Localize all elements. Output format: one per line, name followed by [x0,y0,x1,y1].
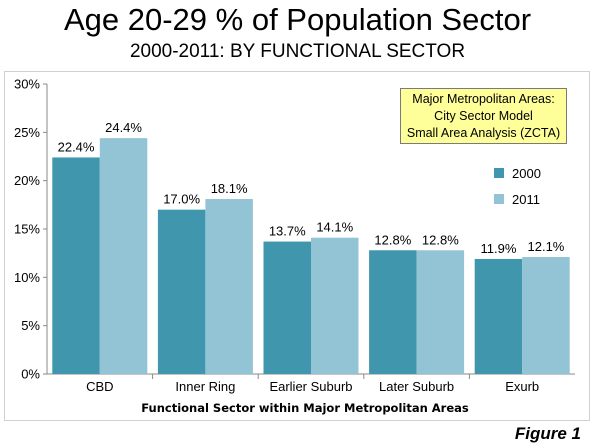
y-tick-label: 30% [14,77,40,92]
category-label: Earlier Suburb [269,379,352,394]
annotation-line: Major Metropolitan Areas: [412,92,555,106]
y-tick-label: 20% [14,173,40,188]
data-label: 22.4% [58,139,95,154]
bar-2000-1 [157,209,206,374]
bar-2011-1 [205,199,253,374]
data-label: 18.1% [211,181,248,196]
bar-2011-4 [522,257,570,374]
y-tick-label: 25% [14,125,40,140]
data-label: 24.4% [105,120,142,135]
bar-2000-4 [474,258,523,374]
x-axis-title: Functional Sector within Major Metropoli… [141,401,469,415]
legend-label: 2000 [512,166,541,181]
legend-label: 2011 [512,192,540,207]
data-label: 12.8% [374,232,411,247]
bar-2011-2 [311,237,359,374]
data-label: 14.1% [316,220,353,235]
chart-title: Age 20-29 % of Population Sector [63,2,532,37]
category-label: Later Suburb [379,379,454,394]
annotation-line: Small Area Analysis (ZCTA) [406,126,561,140]
bar-2000-2 [263,241,311,374]
data-label: 12.1% [528,239,565,254]
data-label: 13.7% [269,224,306,239]
y-tick-label: 10% [14,270,40,285]
figure-label: Figure 1 [514,424,581,443]
bar-2011-0 [99,138,148,374]
y-tick-label: 5% [21,318,40,333]
legend-swatch-2000 [494,168,504,178]
category-label: Inner Ring [175,379,235,394]
legend-swatch-2011 [494,194,504,204]
annotation-box: Major Metropolitan Areas: City Sector Mo… [400,88,567,144]
bar-2000-0 [52,157,100,374]
data-label: 11.9% [480,241,516,256]
bar-2011-3 [416,250,465,374]
category-label: CBD [86,379,113,394]
annotation-line: City Sector Model [434,109,533,123]
y-tick-label: 15% [14,222,40,237]
data-label: 17.0% [163,192,200,207]
data-label: 12.8% [422,232,459,247]
y-tick-label: 0% [21,367,40,382]
chart-subtitle: 2000-2011: BY FUNCTIONAL SECTOR [129,41,466,62]
category-label: Exurb [505,379,539,394]
bar-2000-3 [369,250,417,374]
